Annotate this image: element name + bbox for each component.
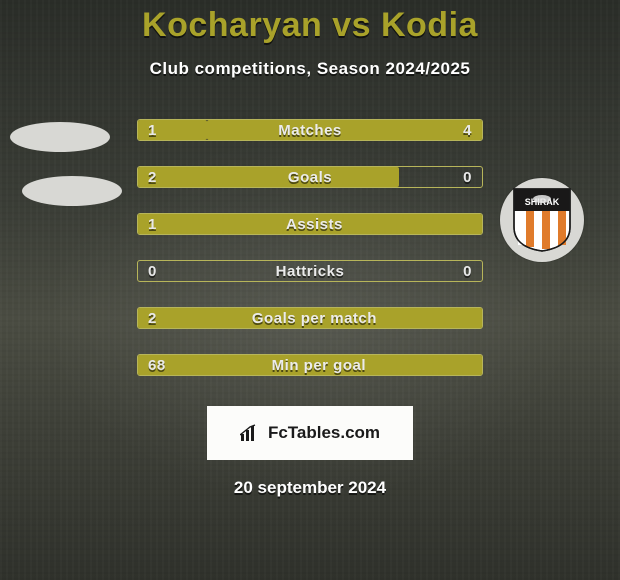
stat-label: Min per goal (272, 357, 366, 374)
club-badge: SHIRAK (500, 178, 584, 262)
stats-list: 1 Matches 4 2 Goals 0 1 Assists 0 Hattricks 0 2 Goal… (137, 119, 483, 376)
stat-fill-right (207, 120, 482, 140)
tiger-icon (533, 195, 551, 203)
stat-value-right: 0 (463, 169, 472, 186)
stat-fill-left (138, 167, 399, 187)
subtitle: Club competitions, Season 2024/2025 (0, 59, 620, 79)
stat-row: 68 Min per goal (137, 354, 483, 376)
stat-value-left: 0 (148, 263, 157, 280)
stat-value-left: 68 (148, 357, 166, 374)
page-title: Kocharyan vs Kodia (0, 0, 620, 45)
attribution-text: FcTables.com (268, 423, 380, 443)
stat-row: 1 Matches 4 (137, 119, 483, 141)
stat-value-left: 1 (148, 216, 157, 233)
stat-label: Assists (286, 216, 343, 233)
player-left-avatar-2 (22, 176, 122, 206)
stat-row: 0 Hattricks 0 (137, 260, 483, 282)
stat-label: Goals (288, 169, 332, 186)
stat-label: Goals per match (252, 310, 377, 327)
stat-row: 2 Goals per match (137, 307, 483, 329)
player-left-avatar-1 (10, 122, 110, 152)
stat-value-left: 2 (148, 310, 157, 327)
stat-row: 2 Goals 0 (137, 166, 483, 188)
shield-stripes (518, 211, 566, 249)
attribution-box[interactable]: FcTables.com (207, 406, 413, 460)
stat-value-right: 4 (463, 122, 472, 139)
stat-row: 1 Assists (137, 213, 483, 235)
stat-value-left: 1 (148, 122, 157, 139)
stat-label: Matches (278, 122, 342, 139)
chart-bars-icon (240, 424, 262, 442)
stat-value-right: 0 (463, 263, 472, 280)
stat-label: Hattricks (276, 263, 345, 280)
date-text: 20 september 2024 (0, 478, 620, 498)
shirak-shield-icon: SHIRAK (512, 187, 572, 253)
stat-value-left: 2 (148, 169, 157, 186)
